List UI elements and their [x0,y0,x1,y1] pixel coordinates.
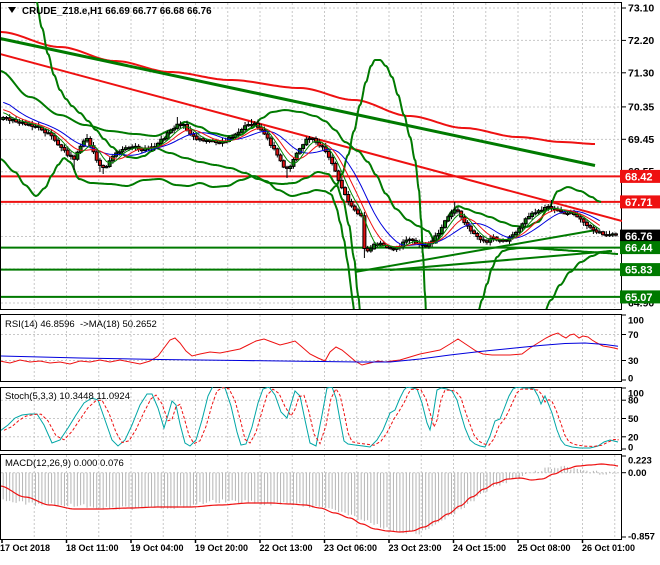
svg-text:17 Oct 2018: 17 Oct 2018 [0,543,50,553]
svg-text:50: 50 [628,414,639,425]
svg-text:100: 100 [628,316,644,327]
svg-text:66.76: 66.76 [625,231,653,243]
svg-text:100: 100 [628,389,644,400]
svg-text:CRUDE_Z18.e,H1 66.69 66.77 66.: CRUDE_Z18.e,H1 66.69 66.77 66.68 66.76 [22,6,212,17]
svg-text:71.30: 71.30 [628,67,654,79]
svg-text:73.10: 73.10 [628,3,654,15]
svg-text:Stoch(5,3,3) 10.3448 11.0924: Stoch(5,3,3) 10.3448 11.0924 [5,391,130,402]
svg-text:65.07: 65.07 [625,292,653,304]
svg-text:MACD(12,26,9) 0.000 0.076: MACD(12,26,9) 0.000 0.076 [5,458,124,469]
svg-text:69.45: 69.45 [628,134,654,146]
svg-text:70.35: 70.35 [628,101,654,113]
svg-text:68.42: 68.42 [625,171,653,183]
svg-text:23 Oct 06:00: 23 Oct 06:00 [324,543,377,553]
svg-text:0: 0 [628,443,633,454]
svg-text:0: 0 [628,374,633,385]
svg-text:0.223: 0.223 [628,456,652,467]
svg-text:66.44: 66.44 [625,243,653,255]
svg-text:24 Oct 15:00: 24 Oct 15:00 [453,543,506,553]
svg-text:25 Oct 08:00: 25 Oct 08:00 [518,543,571,553]
svg-text:72.20: 72.20 [628,35,654,47]
svg-text:0.00: 0.00 [628,468,647,479]
svg-text:-0.857: -0.857 [628,532,655,543]
svg-text:23 Oct 23:00: 23 Oct 23:00 [389,543,442,553]
svg-text:RSI(14) 46.8596 ->MA(18) 50.2: RSI(14) 46.8596 ->MA(18) 50.2652 [5,319,157,330]
svg-text:30: 30 [628,356,639,367]
svg-text:18 Oct 11:00: 18 Oct 11:00 [66,543,119,553]
svg-text:20: 20 [628,432,639,443]
svg-text:22 Oct 13:00: 22 Oct 13:00 [260,543,313,553]
svg-text:70: 70 [628,330,639,341]
svg-text:67.71: 67.71 [625,197,653,209]
svg-text:26 Oct 01:00: 26 Oct 01:00 [582,543,635,553]
svg-text:19 Oct 04:00: 19 Oct 04:00 [131,543,184,553]
svg-text:19 Oct 20:00: 19 Oct 20:00 [195,543,248,553]
svg-text:65.83: 65.83 [625,265,653,277]
svg-text:80: 80 [628,396,639,407]
